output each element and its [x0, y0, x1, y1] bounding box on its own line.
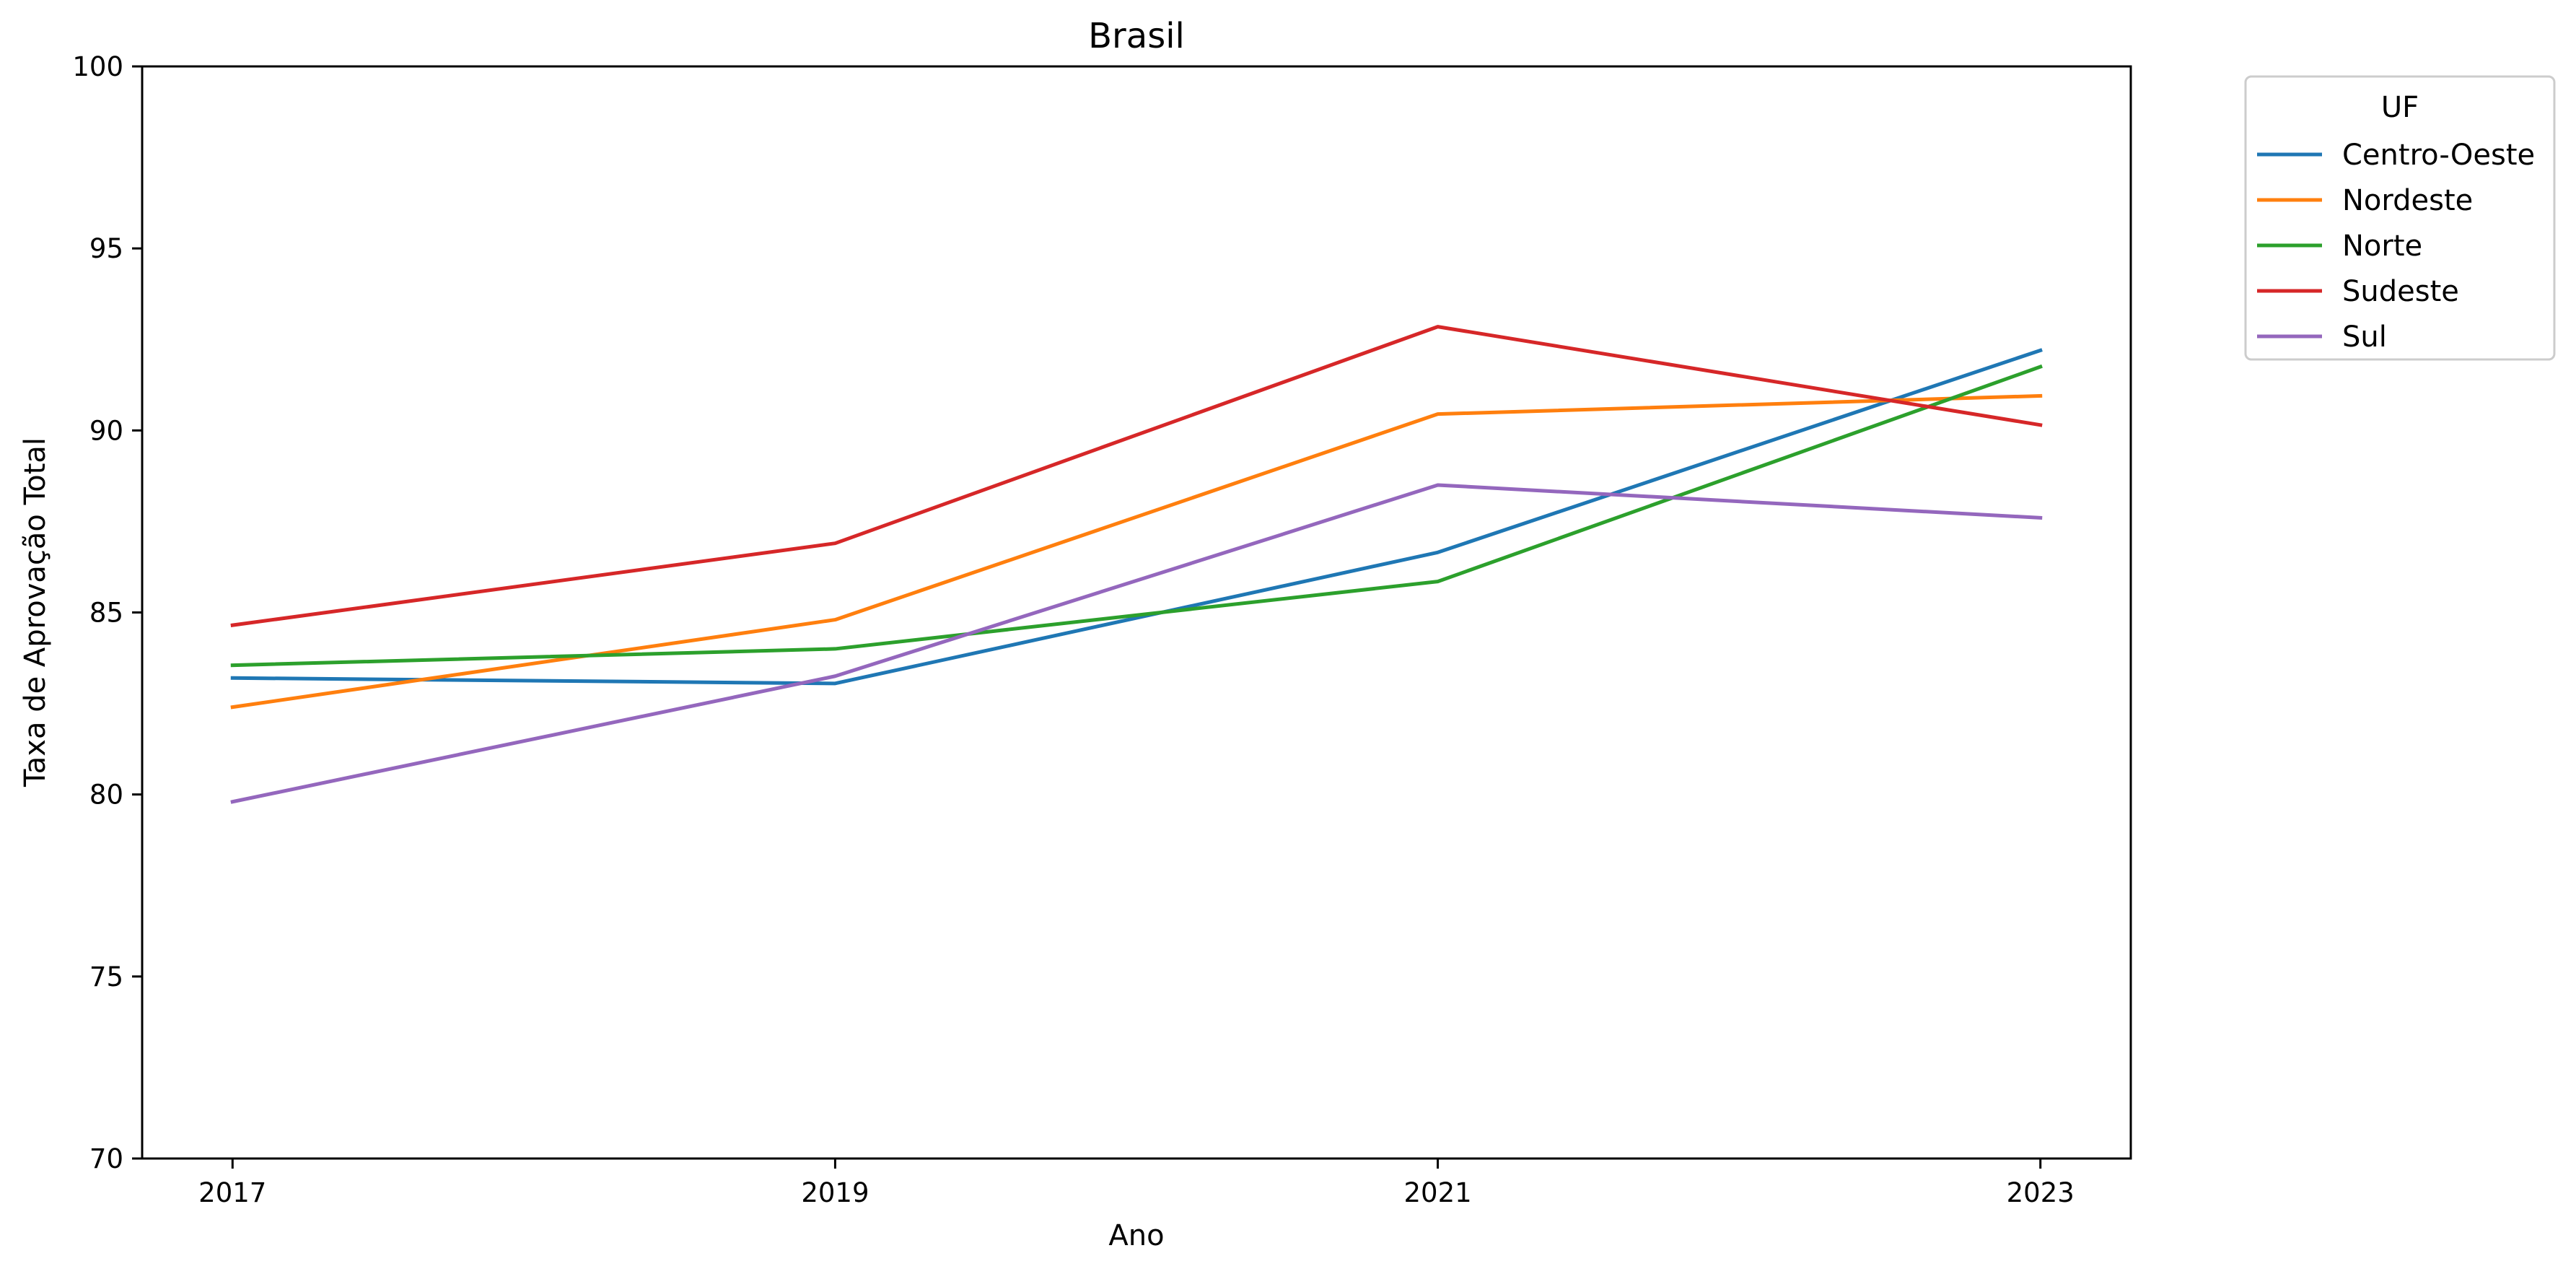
- legend-label: Norte: [2342, 230, 2422, 263]
- legend-label: Sul: [2342, 320, 2387, 354]
- series-layer: [230, 325, 2043, 804]
- y-tick-label: 75: [89, 961, 123, 992]
- x-axis-label: Ano: [1108, 1219, 1164, 1252]
- series-line-centro-oeste: [230, 348, 2043, 686]
- y-tick-label: 70: [89, 1143, 123, 1174]
- x-tick-label: 2023: [2007, 1177, 2075, 1208]
- legend-title: UF: [2381, 91, 2419, 124]
- x-axis: 2017 2019 2021 2023: [198, 1159, 2075, 1208]
- x-tick-label: 2019: [801, 1177, 869, 1208]
- y-tick-label: 90: [89, 415, 123, 446]
- series-line-sudeste: [230, 325, 2043, 627]
- y-axis: 70 75 80 85 90 95 100: [72, 51, 142, 1174]
- x-tick-label: 2017: [198, 1177, 266, 1208]
- legend-label: Centro-Oeste: [2342, 139, 2535, 172]
- legend-items: Centro-Oeste Nordeste Norte Sudeste Sul: [2257, 139, 2535, 354]
- chart-title: Brasil: [1088, 16, 1185, 56]
- series-line-nordeste: [230, 393, 2043, 710]
- legend-label: Sudeste: [2342, 275, 2459, 308]
- y-tick-label: 85: [89, 598, 123, 629]
- y-tick-label: 80: [89, 780, 123, 811]
- y-axis-label: Taxa de Aprovação Total: [19, 437, 52, 787]
- y-tick-label: 100: [72, 51, 123, 82]
- legend-label: Nordeste: [2342, 184, 2473, 217]
- y-tick-label: 95: [89, 233, 123, 264]
- series-line-sul: [230, 483, 2043, 804]
- series-line-norte: [230, 364, 2043, 668]
- plot-frame: [141, 65, 2132, 1160]
- legend: UF Centro-Oeste Nordeste Norte Sudeste Sul: [2244, 75, 2556, 361]
- x-tick-label: 2021: [1403, 1177, 1471, 1208]
- legend-box: [2244, 75, 2556, 361]
